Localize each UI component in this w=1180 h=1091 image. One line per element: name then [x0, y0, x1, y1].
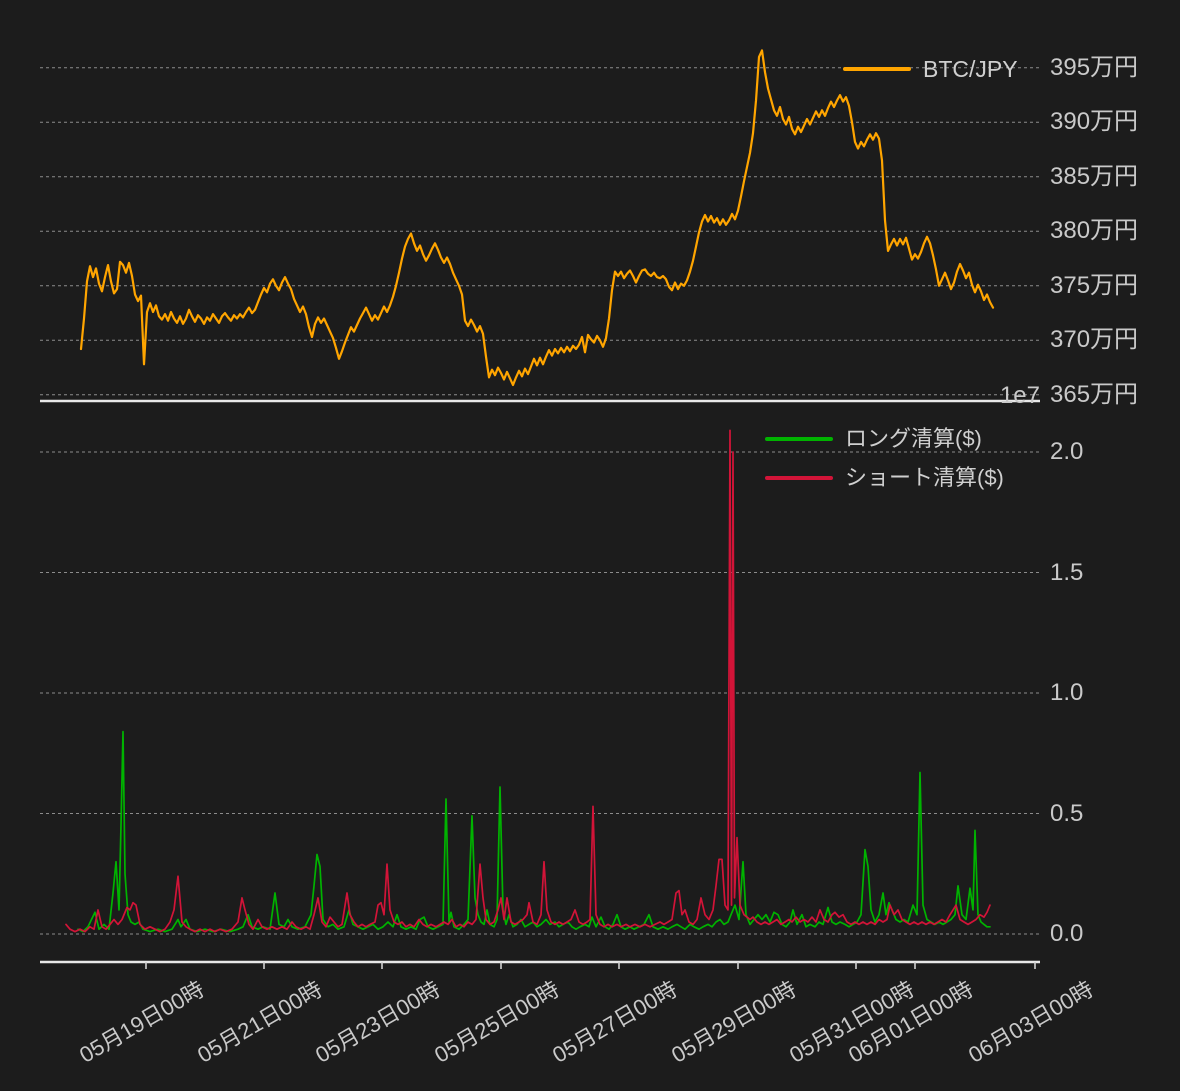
y-tick-label: 0.0: [1050, 920, 1084, 947]
y-tick-label: 385万円: [1050, 162, 1139, 190]
y-tick-label: 380万円: [1050, 217, 1139, 245]
long-liquidation-swatch: [765, 437, 833, 441]
legend-label-short: ショート清算($): [845, 465, 1004, 490]
y-axis-offset-label: 1e7: [999, 382, 1040, 409]
y-tick-label: 370万円: [1050, 326, 1139, 354]
y-tick-label: 2.0: [1050, 438, 1084, 465]
y-tick-label: 0.5: [1050, 799, 1084, 827]
y-tick-label: 365万円: [1050, 380, 1139, 408]
y-tick-label: 390万円: [1050, 108, 1139, 136]
legend-item-short: ショート清算($): [765, 463, 1004, 493]
y-tick-label: 375万円: [1050, 271, 1139, 299]
y-tick-label: 1.0: [1050, 679, 1084, 706]
short-liquidation-swatch: [765, 476, 833, 480]
legend-label-long: ロング清算($): [845, 426, 982, 451]
short-liquidation-line: [65, 429, 991, 933]
legend-btc: BTC/JPY: [843, 54, 1018, 84]
legend-liquidation: ロング清算($) ショート清算($): [765, 424, 1004, 493]
y-tick-label: 395万円: [1050, 53, 1139, 81]
legend-item-long: ロング清算($): [765, 424, 1004, 454]
long-liquidation-line: [77, 730, 991, 933]
legend-item-btc: BTC/JPY: [843, 54, 1018, 84]
legend-label-btc: BTC/JPY: [923, 56, 1018, 82]
btc-line-swatch: [843, 67, 911, 71]
y-tick-label: 1.5: [1050, 558, 1084, 586]
btc-jpy-line: [79, 49, 995, 387]
